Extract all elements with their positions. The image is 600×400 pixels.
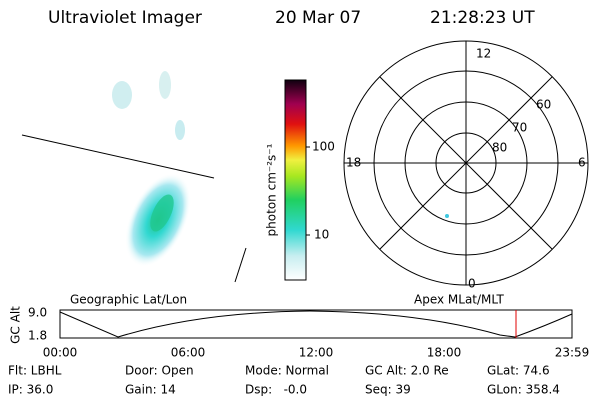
date: 20 Mar 07 (275, 8, 361, 28)
timeline-right-label: Apex MLat/MLT (414, 293, 504, 307)
timeline-y-tick: 9.0 (28, 306, 47, 320)
polar-plot: 12 6 0 18 60 70 80 (343, 40, 589, 291)
colorbar-tick: 100 (312, 140, 335, 154)
timeline-x-tick: 18:00 (427, 346, 462, 360)
colorbar-label: photon cm⁻²s⁻¹ (265, 143, 279, 236)
time: 21:28:23 UT (430, 8, 535, 28)
status-field: Gain: 14 (125, 383, 176, 397)
lat-label: 70 (512, 121, 527, 135)
lat-label: 60 (536, 98, 551, 112)
aurora-image (21, 71, 247, 283)
status-field: Door: Open (125, 364, 194, 378)
timeline-y-tick: 1.8 (28, 329, 47, 343)
header: Ultraviolet Imager 20 Mar 07 21:28:23 UT (48, 8, 535, 28)
status-field: GLat: 74.6 (487, 364, 550, 378)
status-field: GLon: 358.4 (487, 383, 560, 397)
mlt-label: 18 (346, 156, 361, 170)
timeline-x-tick: 06:00 (171, 346, 206, 360)
status-field: Seq: 39 (365, 383, 411, 397)
status-field: Flt: LBHL (8, 364, 62, 378)
colorbar-tick: 10 (314, 228, 329, 242)
colorbar: 100 10 photon cm⁻²s⁻¹ (265, 79, 335, 281)
timeline-y-label: GC Alt (9, 306, 23, 344)
mlt-label: 12 (476, 47, 491, 61)
timeline: Geographic Lat/Lon Apex MLat/MLT GC Alt … (9, 293, 590, 360)
timeline-x-tick: 12:00 (299, 346, 334, 360)
title: Ultraviolet Imager (48, 8, 202, 28)
lat-label: 80 (492, 141, 507, 155)
status-field: Mode: Normal (245, 364, 329, 378)
mlt-label: 0 (468, 277, 476, 291)
timeline-x-tick: 23:59 (555, 346, 590, 360)
timeline-x-tick: 00:00 (43, 346, 78, 360)
mlt-label: 6 (578, 156, 586, 170)
status-field: Dsp: -0.0 (245, 383, 307, 397)
status-field: GC Alt: 2.0 Re (365, 364, 449, 378)
status-field: IP: 36.0 (8, 383, 53, 397)
timeline-left-label: Geographic Lat/Lon (70, 293, 187, 307)
status-panel: Flt: LBHL Door: Open Mode: Normal GC Alt: 2… (8, 364, 560, 397)
